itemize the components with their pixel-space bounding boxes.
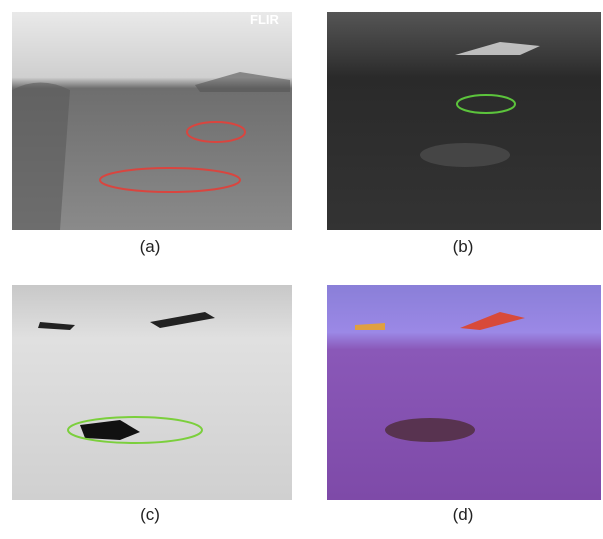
panel-b: (b) bbox=[327, 12, 601, 256]
processed-image bbox=[12, 285, 292, 500]
roadside bbox=[12, 83, 70, 231]
pothole bbox=[385, 418, 475, 442]
panel-label: (d) bbox=[453, 505, 474, 524]
panel-d: (d) bbox=[327, 285, 601, 524]
panel-label: (c) bbox=[140, 505, 160, 524]
page: FLIR (a) (b) (c) (d) (() => { const data… bbox=[0, 0, 603, 534]
panel-c: (c) bbox=[12, 285, 292, 524]
watermark: FLIR bbox=[250, 12, 279, 27]
fused-image bbox=[327, 285, 601, 500]
panel-label: (b) bbox=[453, 237, 474, 256]
thermal-image bbox=[327, 12, 601, 230]
panel-a: FLIR (a) bbox=[12, 12, 292, 256]
pothole bbox=[420, 143, 510, 167]
panel-label: (a) bbox=[140, 237, 161, 256]
figure: FLIR (a) (b) (c) (d) bbox=[0, 0, 603, 534]
